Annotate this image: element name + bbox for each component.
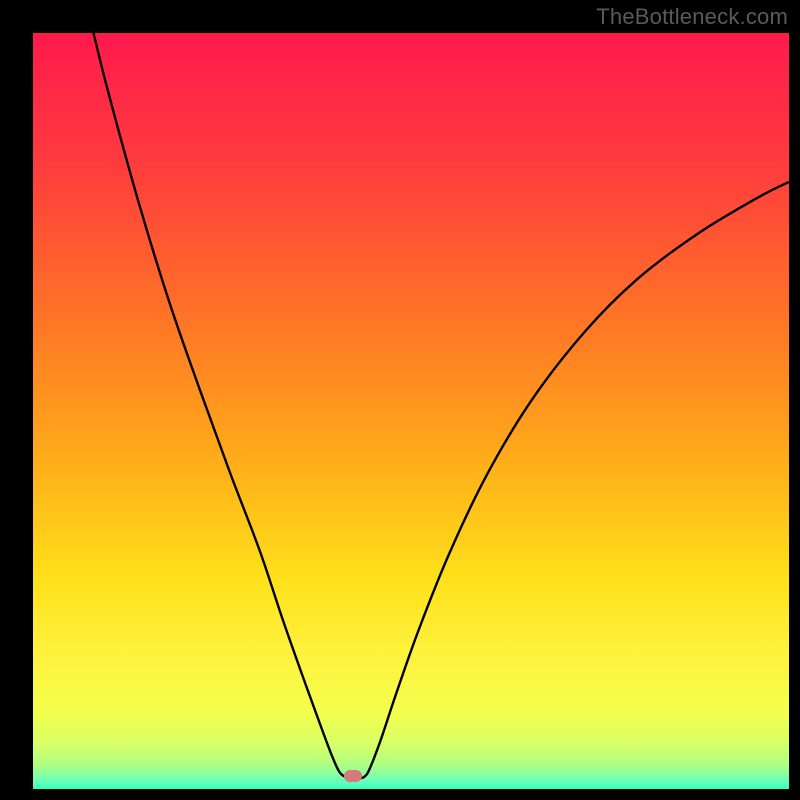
optimum-marker — [344, 770, 362, 782]
bottleneck-curve — [33, 33, 789, 789]
chart-plot-area — [33, 33, 789, 789]
watermark-text: TheBottleneck.com — [596, 4, 788, 30]
